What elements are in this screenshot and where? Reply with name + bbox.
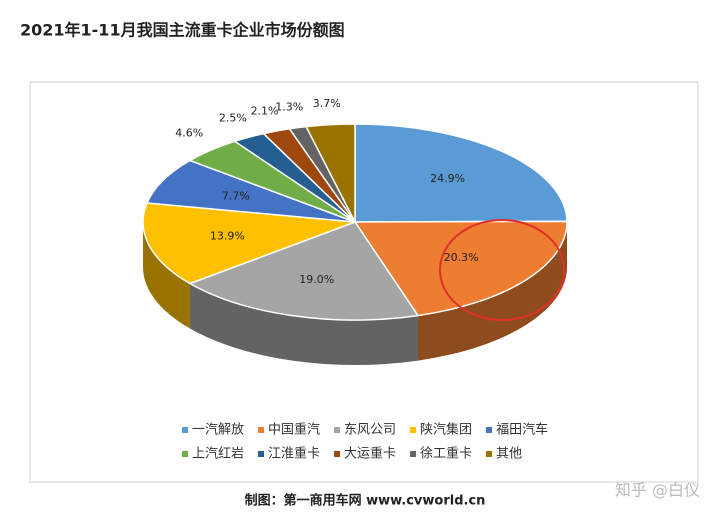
data-label: 2.1% xyxy=(251,104,279,117)
highlight-circle xyxy=(439,219,565,321)
legend-label: 中国重汽 xyxy=(268,422,320,438)
slice-side xyxy=(143,222,190,329)
legend-swatch xyxy=(334,451,341,457)
legend-label: 陕汽集团 xyxy=(420,422,472,438)
legend-label: 福田汽车 xyxy=(496,422,548,438)
legend-swatch xyxy=(486,427,493,433)
slice-side xyxy=(189,283,418,365)
data-label: 7.7% xyxy=(222,189,250,202)
legend-label: 上汽红岩 xyxy=(192,446,244,462)
legend-label: 大运重卡 xyxy=(344,446,396,462)
watermark: 知乎 @白仪 xyxy=(615,481,700,500)
legend-label: 一汽解放 xyxy=(192,423,244,438)
data-label: 3.7% xyxy=(313,97,341,110)
data-label: 1.3% xyxy=(275,100,303,113)
data-label: 4.6% xyxy=(175,126,203,139)
data-label: 20.3% xyxy=(444,251,479,264)
legend-label: 江淮重卡 xyxy=(268,446,320,462)
legend-swatch xyxy=(410,427,417,433)
slice-side xyxy=(417,222,567,361)
source-caption: 制图：第一商用车网 www.cvworld.cn xyxy=(245,493,486,509)
legend-label: 徐工重卡 xyxy=(420,446,472,462)
legend-swatch xyxy=(410,451,417,457)
legend-swatch xyxy=(258,427,265,433)
legend-swatch xyxy=(258,451,265,457)
slice xyxy=(353,220,568,317)
data-label: 24.9% xyxy=(430,172,465,185)
data-label: 2.5% xyxy=(219,111,247,124)
data-label: 19.0% xyxy=(299,273,334,286)
legend-label: 其他 xyxy=(496,447,522,462)
legend-swatch xyxy=(334,427,341,433)
data-label: 13.9% xyxy=(210,230,245,243)
legend-label: 东风公司 xyxy=(344,423,396,438)
legend-swatch xyxy=(182,427,188,433)
legend-swatch xyxy=(182,451,188,457)
slice xyxy=(304,123,356,223)
slice xyxy=(354,123,568,223)
slice xyxy=(142,202,356,285)
slice xyxy=(145,159,356,223)
chart-title: 2021年1-11月我国主流重卡企业市场份额图 xyxy=(20,21,345,40)
slice xyxy=(188,221,420,321)
legend-swatch xyxy=(486,451,493,457)
